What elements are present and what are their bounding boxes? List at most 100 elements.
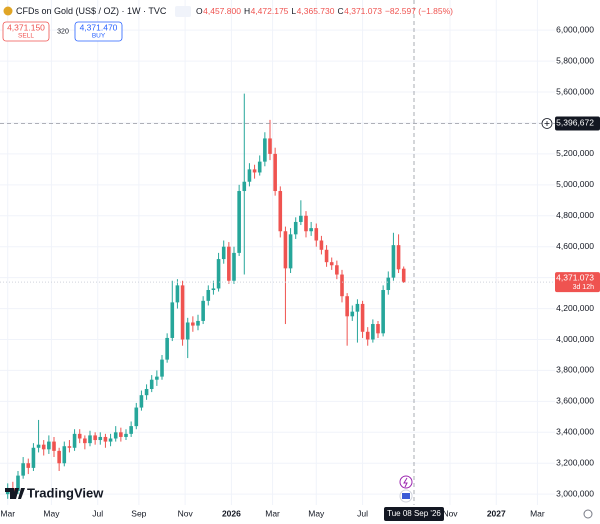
legend-h-label: H <box>244 6 250 16</box>
candle-body <box>119 432 123 437</box>
candle-body <box>31 447 36 468</box>
candle-body <box>16 475 20 492</box>
candle-body <box>175 285 180 303</box>
candle-body <box>391 245 396 278</box>
x-tick-label: 2026 <box>222 508 241 518</box>
candle-body <box>396 245 401 270</box>
y-tick-label: 4,000,000 <box>556 334 594 344</box>
crosshair-y-label: 5,396,672 <box>556 118 594 128</box>
y-tick-label: 3,600,000 <box>556 396 594 406</box>
y-tick-label: 3,200,000 <box>556 457 594 467</box>
x-tick-label: Nov <box>178 508 194 518</box>
candle-body <box>386 277 391 291</box>
candle-body <box>170 302 175 338</box>
candle-body <box>242 181 247 192</box>
candle-body <box>134 407 139 427</box>
candle-body <box>191 322 195 326</box>
candle-body <box>340 274 344 297</box>
candle-body <box>263 138 267 162</box>
candle-body <box>83 438 87 444</box>
candle-body <box>88 435 92 444</box>
brand-name: TradingView <box>27 485 104 500</box>
flag-button[interactable] <box>175 6 191 17</box>
y-tick-label: 4,800,000 <box>556 210 594 220</box>
candle-body <box>319 240 324 250</box>
candle-body <box>21 463 25 476</box>
candle-body <box>237 191 241 253</box>
candle-body <box>350 311 355 317</box>
x-tick-label: Mar <box>0 508 15 518</box>
flag-icon-glyph <box>402 493 410 499</box>
candle-body <box>113 432 118 439</box>
candle-body <box>36 444 41 448</box>
candle-body <box>26 463 31 468</box>
candle-body <box>376 324 380 334</box>
buy-label: BUY <box>92 33 106 40</box>
y-tick-label: 3,800,000 <box>556 365 594 375</box>
buy-price: 4,371.470 <box>80 22 118 32</box>
y-tick-label: 6,000,000 <box>556 24 594 34</box>
x-tick-label: Mar <box>530 508 545 518</box>
event-icon[interactable] <box>399 475 413 489</box>
candle-body <box>129 426 133 434</box>
candle-body <box>165 337 169 360</box>
legend-o-label: O <box>196 6 203 16</box>
candle-body <box>149 379 154 389</box>
candle-body <box>288 234 293 269</box>
candle-body <box>324 249 329 263</box>
candle-body <box>57 450 61 464</box>
buy-button[interactable] <box>74 21 123 42</box>
last-price-label: 4,371.073 <box>556 272 594 282</box>
candle-body <box>293 221 298 235</box>
candle-body <box>221 246 226 260</box>
legend-l: 4,365.730 <box>297 6 335 16</box>
candle-body <box>360 303 365 332</box>
candle-body <box>273 153 277 192</box>
y-tick-label: 5,200,000 <box>556 148 594 158</box>
candle-body <box>371 324 375 340</box>
crosshair-x-label: Tue 08 Sep '26 <box>387 509 441 518</box>
candle-body <box>283 231 288 269</box>
candle-body <box>98 436 103 441</box>
candle-body <box>72 433 77 448</box>
candle-body <box>52 441 56 451</box>
overlay: CFDs on Gold (US$ / OZ) · 1W · TVC 4,371… <box>0 6 600 521</box>
x-tick-label: May <box>308 508 325 518</box>
grid <box>0 0 555 505</box>
add-alert-glyph <box>544 120 550 126</box>
sell-price: 4,371.150 <box>7 22 45 32</box>
candle-body <box>180 285 185 340</box>
y-tick-label: 5,800,000 <box>556 55 594 65</box>
candle-body <box>345 296 349 317</box>
brand-logo <box>5 488 25 499</box>
candle-body <box>401 268 406 283</box>
candle-body <box>257 161 262 173</box>
chart-title: CFDs on Gold (US$ / OZ) · 1W · TVC <box>16 6 167 16</box>
candle-body <box>247 169 252 182</box>
candle-body <box>309 228 313 232</box>
candle-body <box>196 320 200 326</box>
legend-o: 4,457.800 <box>203 6 241 16</box>
x-tick-label: 2027 <box>487 508 506 518</box>
candle-body <box>232 252 236 281</box>
candle-body <box>67 446 72 448</box>
settings-button[interactable] <box>583 509 593 519</box>
sell-button[interactable] <box>2 21 50 42</box>
x-tick-label: Jul <box>92 508 103 518</box>
candle-body <box>252 169 257 173</box>
candle-body <box>335 265 339 275</box>
candle-body <box>314 228 319 241</box>
y-tick-label: 4,600,000 <box>556 241 594 251</box>
x-tick-label: Nov <box>442 508 458 518</box>
countdown-label: 3d 12h <box>573 284 595 291</box>
candle-body <box>355 303 360 312</box>
candle-body <box>47 441 51 450</box>
candle-body <box>108 438 113 442</box>
candle-body <box>77 433 82 439</box>
candle-body <box>139 395 144 408</box>
candle-body <box>160 359 164 377</box>
y-tick-label: 5,600,000 <box>556 86 594 96</box>
legend-c-label: C <box>337 6 343 16</box>
candle-body <box>278 191 283 232</box>
